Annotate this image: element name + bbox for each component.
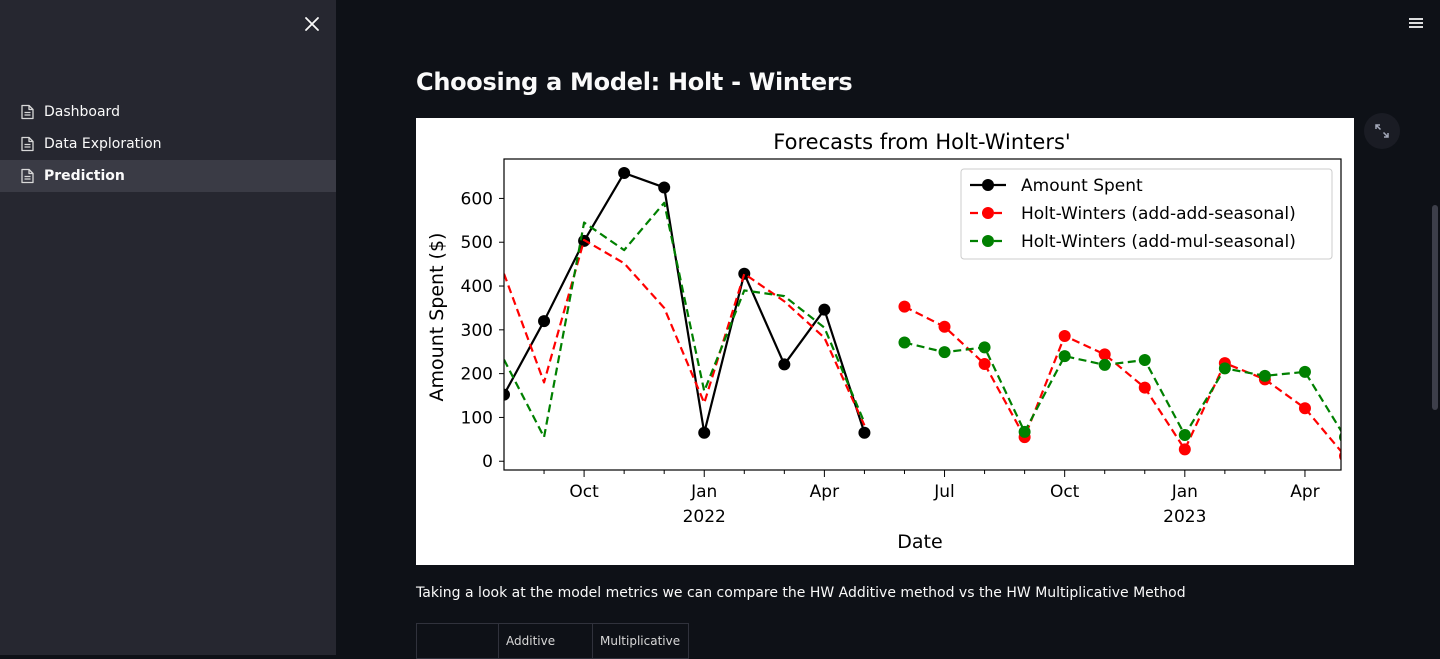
chart-title: Forecasts from Holt-Winters' bbox=[773, 130, 1070, 154]
legend-label: Holt-Winters (add-add-seasonal) bbox=[1021, 204, 1296, 224]
data-point bbox=[1138, 381, 1151, 394]
data-point bbox=[1178, 428, 1191, 441]
x-tick-label: Jul bbox=[933, 482, 955, 502]
data-point bbox=[938, 346, 951, 359]
page-icon bbox=[21, 104, 34, 120]
series-line-0 bbox=[504, 171, 866, 434]
y-tick-label: 100 bbox=[461, 408, 493, 428]
x-tick-year-label: 2022 bbox=[683, 507, 726, 527]
hamburger-menu-icon bbox=[1409, 18, 1423, 28]
x-tick-year-label: 2023 bbox=[1163, 507, 1206, 527]
sidebar-item-label: Data Exploration bbox=[44, 136, 162, 152]
data-point bbox=[898, 300, 911, 313]
data-point bbox=[618, 167, 631, 180]
data-point bbox=[818, 303, 831, 316]
y-tick-label: 400 bbox=[461, 277, 493, 297]
y-tick-label: 200 bbox=[461, 365, 493, 385]
legend-label: Holt-Winters (add-mul-seasonal) bbox=[1021, 232, 1296, 252]
data-point bbox=[1058, 329, 1071, 342]
sidebar-item-prediction[interactable]: Prediction bbox=[0, 160, 336, 192]
data-point bbox=[538, 315, 551, 328]
legend-marker bbox=[982, 179, 994, 191]
series-line-4 bbox=[904, 341, 1341, 437]
y-axis-label: Amount Spent ($) bbox=[426, 233, 448, 402]
sidebar-item-label: Dashboard bbox=[44, 104, 120, 120]
data-point bbox=[938, 320, 951, 333]
close-sidebar-button[interactable] bbox=[302, 14, 322, 34]
data-point bbox=[1298, 365, 1311, 378]
table-header-additive: Additive bbox=[498, 623, 593, 659]
legend-box bbox=[960, 168, 1333, 260]
page-title: Choosing a Model: Holt - Winters bbox=[416, 68, 853, 96]
data-point bbox=[1138, 354, 1151, 367]
sidebar: Dashboard Data Exploration Prediction bbox=[0, 0, 336, 655]
sidebar-item-data-exploration[interactable]: Data Exploration bbox=[0, 128, 336, 160]
series-line-1 bbox=[504, 238, 866, 426]
data-point bbox=[1258, 369, 1271, 382]
sidebar-item-label: Prediction bbox=[44, 168, 125, 184]
data-point bbox=[1098, 348, 1111, 361]
close-icon bbox=[305, 17, 319, 31]
table-header-index bbox=[416, 623, 499, 659]
legend-marker bbox=[982, 207, 994, 219]
table-header-row: Additive Multiplicative bbox=[416, 623, 689, 659]
series-layer bbox=[504, 167, 1341, 461]
expand-icon bbox=[1375, 124, 1389, 138]
x-tick-label: Apr bbox=[1290, 482, 1319, 502]
page-scrollbar[interactable] bbox=[1432, 205, 1438, 410]
data-point bbox=[978, 357, 991, 370]
data-point bbox=[978, 341, 991, 354]
main-menu-button[interactable] bbox=[1406, 14, 1426, 32]
fullscreen-button[interactable] bbox=[1364, 113, 1400, 149]
legend-label: Amount Spent bbox=[1021, 176, 1143, 196]
chart-svg: Forecasts from Holt-Winters' Date Amount… bbox=[426, 130, 1342, 553]
data-point bbox=[858, 426, 871, 439]
y-tick-label: 500 bbox=[461, 233, 493, 253]
page-icon bbox=[21, 168, 34, 184]
chart-legend: Amount Spent Holt-Winters (add-add-season… bbox=[960, 168, 1333, 260]
x-tick-label: Apr bbox=[810, 482, 839, 502]
x-tick-label: Oct bbox=[1050, 482, 1080, 502]
metrics-caption: Taking a look at the model metrics we ca… bbox=[416, 585, 1186, 601]
x-tick-label: Oct bbox=[569, 482, 599, 502]
sidebar-item-dashboard[interactable]: Dashboard bbox=[0, 96, 336, 128]
data-point bbox=[698, 426, 711, 439]
y-tick-label: 600 bbox=[461, 189, 493, 209]
data-point bbox=[658, 181, 671, 194]
data-point bbox=[1218, 362, 1231, 375]
data-point bbox=[1098, 358, 1111, 371]
data-point bbox=[1018, 425, 1031, 438]
data-point bbox=[504, 388, 510, 401]
forecast-chart: Forecasts from Holt-Winters' Date Amount… bbox=[416, 118, 1354, 565]
page-icon bbox=[21, 136, 34, 152]
legend-marker bbox=[982, 235, 994, 247]
series-line-2 bbox=[504, 201, 866, 439]
plot-frame bbox=[503, 158, 1342, 471]
data-point bbox=[1058, 350, 1071, 363]
x-tick-label: Jan bbox=[690, 482, 717, 502]
x-axis-label: Date bbox=[897, 531, 942, 553]
sidebar-nav: Dashboard Data Exploration Prediction bbox=[0, 96, 336, 192]
data-point bbox=[778, 358, 791, 371]
data-point bbox=[1178, 443, 1191, 456]
table-header-multiplicative: Multiplicative bbox=[592, 623, 689, 659]
series-line-3 bbox=[903, 305, 1341, 453]
x-tick-label: Jan bbox=[1171, 482, 1198, 502]
y-tick-label: 300 bbox=[461, 321, 493, 341]
data-point bbox=[898, 336, 911, 349]
plot-area: 0 100 200 300 400 500 600 Oct Jan 2022 Apr Jul Oct Ja… bbox=[461, 158, 1342, 527]
data-point bbox=[1298, 402, 1311, 415]
y-tick-label: 0 bbox=[482, 452, 493, 472]
metrics-table: Additive Multiplicative bbox=[416, 623, 689, 659]
